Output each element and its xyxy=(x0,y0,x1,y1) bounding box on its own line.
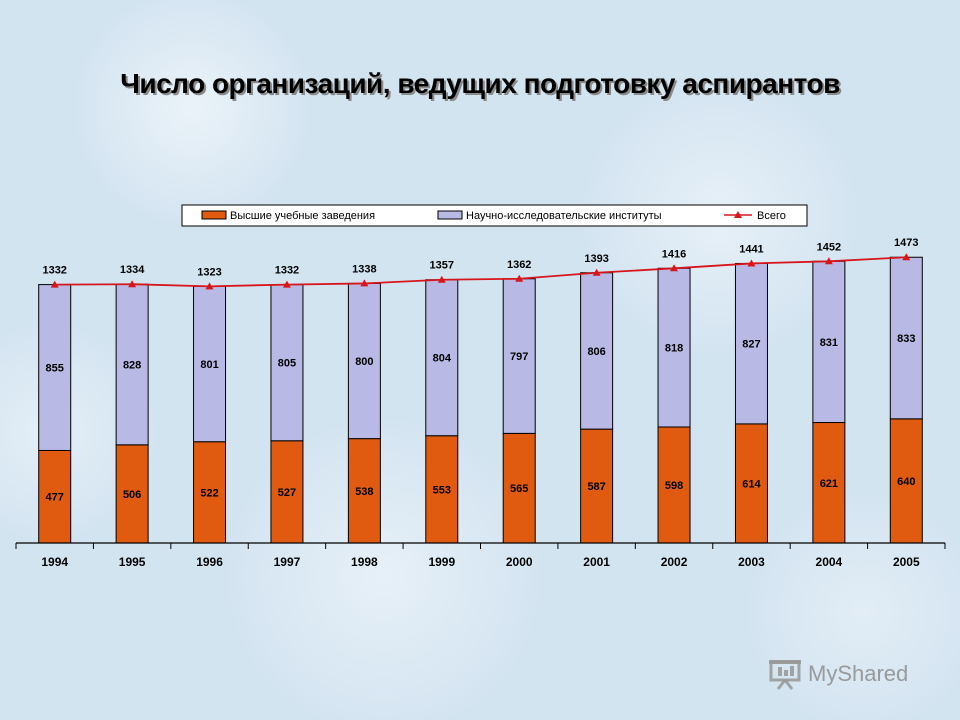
label-institutes-2003: 827 xyxy=(742,339,760,351)
label-universities-2000: 565 xyxy=(510,483,528,495)
label-institutes-1999: 804 xyxy=(433,353,452,365)
total-marker-1998 xyxy=(360,279,369,287)
label-universities-1994: 477 xyxy=(46,492,64,504)
label-total-2001: 1393 xyxy=(584,253,608,265)
label-universities-2001: 587 xyxy=(587,481,605,493)
x-tick-label-2004: 2004 xyxy=(816,555,843,569)
label-universities-2002: 598 xyxy=(665,480,683,492)
x-tick-label-1994: 1994 xyxy=(41,555,68,569)
bar-universities-2004 xyxy=(812,422,846,544)
label-institutes-2005: 833 xyxy=(897,333,915,345)
label-total-2004: 1452 xyxy=(817,241,841,253)
total-marker-1994 xyxy=(50,280,59,288)
bar-institutes-1997 xyxy=(270,284,304,442)
bars-layer: 477 855 506 828 522 801 527 805 538 800 553 804 565 7… xyxy=(38,256,923,544)
legend-swatch-universities xyxy=(201,210,227,220)
x-tick-label-2002: 2002 xyxy=(661,555,688,569)
x-tick-label-2000: 2000 xyxy=(506,555,533,569)
label-total-2005: 1473 xyxy=(894,237,918,249)
label-total-2002: 1416 xyxy=(662,248,686,260)
bar-institutes-1995 xyxy=(115,283,149,446)
label-total-1995: 1334 xyxy=(120,264,145,276)
x-tick-label-1999: 1999 xyxy=(428,555,455,569)
bar-universities-1994 xyxy=(38,449,72,544)
legend-label-universities: Высшие учебные заведения xyxy=(230,210,375,222)
label-universities-1998: 538 xyxy=(355,486,373,498)
total-marker-2000 xyxy=(515,274,524,282)
label-universities-1997: 527 xyxy=(278,487,296,499)
legend-box xyxy=(181,204,808,227)
label-universities-1995: 506 xyxy=(123,489,141,501)
total-marker-1996 xyxy=(205,282,214,290)
total-line xyxy=(54,256,907,288)
x-tick-label-1998: 1998 xyxy=(351,555,378,569)
label-institutes-2001: 806 xyxy=(587,346,605,358)
total-marker-2004 xyxy=(824,257,833,265)
legend-label-institutes: Научно-исследовательские институты xyxy=(466,210,662,222)
label-total-1996: 1323 xyxy=(197,266,221,278)
label-universities-2004: 621 xyxy=(820,478,838,490)
bar-institutes-2005 xyxy=(889,256,923,420)
label-institutes-1995: 828 xyxy=(123,360,141,372)
total-marker-1997 xyxy=(282,280,291,288)
total-marker-1995 xyxy=(128,280,137,288)
x-tick-label-1997: 1997 xyxy=(274,555,301,569)
bar-universities-2002 xyxy=(657,426,691,544)
bar-institutes-1994 xyxy=(38,284,72,451)
x-tick-label-2005: 2005 xyxy=(893,555,920,569)
label-total-2000: 1362 xyxy=(507,259,531,271)
total-marker-2003 xyxy=(747,259,756,267)
total-line-layer: 1332 1334 1323 1332 1338 1357 1362 1393 1416 1441… xyxy=(42,237,919,290)
label-institutes-1998: 800 xyxy=(355,356,373,368)
watermark: MyShared xyxy=(768,656,908,692)
label-institutes-1997: 805 xyxy=(278,358,296,370)
label-total-1997: 1332 xyxy=(275,265,299,277)
label-institutes-2000: 797 xyxy=(510,351,528,363)
label-total-2003: 1441 xyxy=(739,243,763,255)
label-institutes-2002: 818 xyxy=(665,343,683,355)
label-institutes-1994: 855 xyxy=(46,363,64,375)
x-tick-label-2003: 2003 xyxy=(738,555,765,569)
total-marker-1999 xyxy=(437,275,446,283)
bar-universities-1995 xyxy=(115,444,149,544)
label-institutes-2004: 831 xyxy=(820,337,838,349)
x-tick-label-1996: 1996 xyxy=(196,555,223,569)
presentation-icon xyxy=(769,660,801,690)
label-total-1998: 1338 xyxy=(352,263,376,275)
label-universities-1996: 522 xyxy=(200,487,218,499)
label-total-1994: 1332 xyxy=(42,265,66,277)
label-total-1999: 1357 xyxy=(430,260,454,272)
legend-label-total: Всего xyxy=(757,210,786,222)
bar-universities-1999 xyxy=(425,435,459,544)
legend-marker-total xyxy=(734,211,742,218)
chart-title: Число организаций, ведущих подготовку ас… xyxy=(120,68,840,99)
bar-universities-2003 xyxy=(734,423,768,544)
total-marker-2002 xyxy=(670,264,679,272)
total-marker-2005 xyxy=(902,253,911,261)
x-tick-label-1995: 1995 xyxy=(119,555,146,569)
bar-universities-2005 xyxy=(889,418,923,544)
label-universities-2003: 614 xyxy=(742,478,761,490)
bar-institutes-2002 xyxy=(657,267,691,428)
legend: Высшие учебные заведения Научно-исследова… xyxy=(181,204,808,227)
total-marker-2001 xyxy=(592,268,601,276)
label-institutes-1996: 801 xyxy=(200,359,218,371)
label-universities-2005: 640 xyxy=(897,476,915,488)
watermark-text: MyShared xyxy=(808,661,909,686)
bar-institutes-1999 xyxy=(425,279,459,437)
bar-universities-1996 xyxy=(193,441,227,544)
x-tick-label-2001: 2001 xyxy=(583,555,610,569)
legend-swatch-institutes xyxy=(437,210,463,220)
x-axis: 1994 1995 1996 1997 1998 1999 2000 2001 2002 2003… xyxy=(15,542,946,569)
bar-institutes-1998 xyxy=(347,282,381,440)
label-universities-1999: 553 xyxy=(433,484,451,496)
bar-institutes-2003 xyxy=(734,262,768,425)
